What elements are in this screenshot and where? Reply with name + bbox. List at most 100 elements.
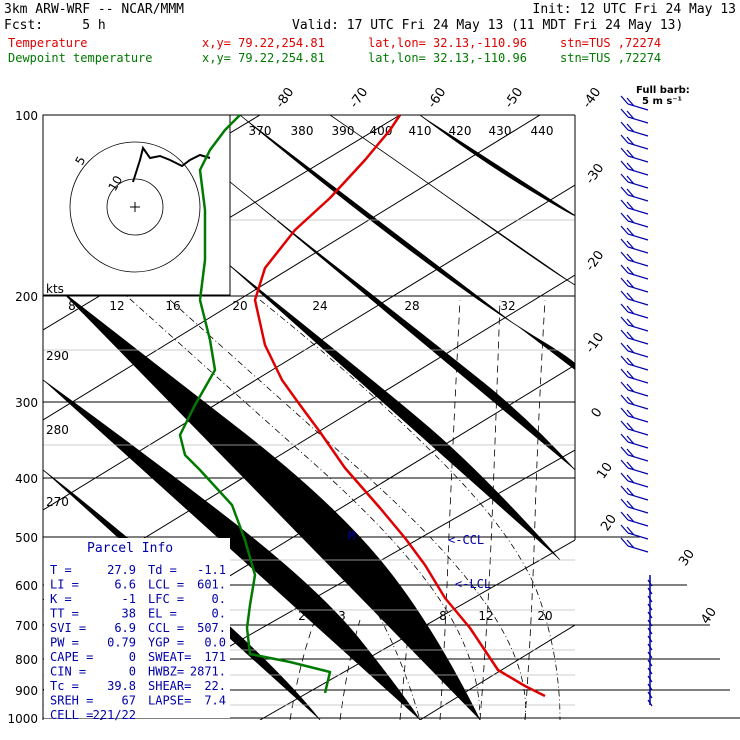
pressure-tick-label: 800 <box>15 653 38 667</box>
isotherm-label: -70 <box>347 85 371 111</box>
wind-barbs <box>620 95 653 707</box>
mixing-ratio-label: 5 <box>391 609 399 623</box>
valid-time: Valid: 17 UTC Fri 24 May 13 (11 MDT Fri … <box>292 18 684 33</box>
parcel-row-value2: -1.1 <box>197 563 226 577</box>
pressure-tick-label: 400 <box>15 472 38 486</box>
parcel-row-label2: SHEAR= <box>148 679 191 693</box>
parcel-row-value2: 0.0 <box>204 636 226 650</box>
parcel-row-value2: 0. <box>212 607 226 621</box>
wind-barb <box>627 324 649 332</box>
hodo-speed-label: 12 <box>109 299 124 313</box>
legend-dewpoint-name: Dewpoint temperature <box>8 51 153 65</box>
parcel-row-value: 0.79 <box>107 636 136 650</box>
legend-dewpoint-stn: stn=TUS ,72274 <box>560 51 662 65</box>
dry-adiabat-label: 290 <box>46 349 69 363</box>
theta-label: 380 <box>291 124 314 138</box>
parcel-row-label2: LCL = <box>148 578 184 592</box>
theta-label: 370 <box>249 124 272 138</box>
wind-barb <box>627 116 649 124</box>
legend-dewpoint-latlon: lat,lon= 32.13,-110.96 <box>368 51 527 65</box>
parcel-row-label: TT = <box>50 607 79 621</box>
theta-label: 420 <box>449 124 472 138</box>
parcel-info-box: Parcel Info T = 27.9 Td = -1.1 LI = 6.6 LCL = 6… <box>44 538 230 722</box>
wind-barb <box>627 207 649 215</box>
pressure-tick-label: 300 <box>15 396 38 410</box>
wind-barb <box>627 363 649 371</box>
isotherm-label: 10 <box>594 460 616 482</box>
parcel-row-value2: 171 <box>204 650 226 664</box>
wind-barb <box>627 480 649 488</box>
mixing-ratio-label: 20 <box>537 609 552 623</box>
parcel-row-label2: YGP = <box>148 636 184 650</box>
dry-adiabat-label: 280 <box>46 423 69 437</box>
parcel-row-label: CAPE = <box>50 650 93 664</box>
parcel-row-label2: EL = <box>148 607 177 621</box>
parcel-row-value2: 0. <box>212 592 226 606</box>
hodo-speed-label: 24 <box>312 299 327 313</box>
wind-barb <box>627 389 649 397</box>
legend-dewpoint-xy: x,y= 79.22,254.81 <box>202 51 325 65</box>
theta-label: 430 <box>489 124 512 138</box>
init-time: Init: 12 UTC Fri 24 May 13 <box>532 2 737 17</box>
parcel-row-label: SREH = <box>50 694 93 708</box>
hodo-kts-label: kts <box>46 282 64 296</box>
parcel-row-value2: 601. <box>197 578 226 592</box>
wind-barb <box>627 493 649 501</box>
sounding-series <box>178 114 546 698</box>
wind-barb <box>627 285 649 293</box>
parcel-row-value: 0 <box>129 665 136 679</box>
parcel-row-value: 39.8 <box>107 679 136 693</box>
parcel-row-value: 6.6 <box>114 578 136 592</box>
legend-temperature-xy: x,y= 79.22,254.81 <box>202 36 325 50</box>
isotherm-label: 0 <box>589 405 606 420</box>
barb-label-line2: 5 m s⁻¹ <box>642 96 682 107</box>
wind-barb <box>627 142 649 150</box>
mixing-ratio-label: 3 <box>338 609 346 623</box>
hodo-speed-label: 20 <box>232 299 247 313</box>
parcel-row-value: 67 <box>122 694 136 708</box>
wind-barb <box>627 155 649 163</box>
parcel-row-label: Tc = <box>50 679 79 693</box>
wind-barb <box>627 129 649 137</box>
wind-barb <box>627 233 649 241</box>
model-title: 3km ARW-WRF -- NCAR/MMM <box>4 2 185 17</box>
wind-barb <box>627 103 649 111</box>
hodograph: 5 10 kts <box>42 114 231 296</box>
wind-barb <box>627 181 649 189</box>
parcel-row-value2: 7.4 <box>204 694 226 708</box>
mixing-ratio-label: 12 <box>478 609 493 623</box>
isotherm-label: -60 <box>425 85 449 111</box>
pressure-tick-label: 200 <box>15 290 38 304</box>
dewpoint-line <box>178 114 332 694</box>
theta-label: 390 <box>332 124 355 138</box>
wind-barb <box>627 545 649 553</box>
parcel-row-label: SVI = <box>50 621 86 635</box>
parcel-row-label2: SWEAT= <box>148 650 191 664</box>
wind-barb <box>627 441 649 449</box>
parcel-row-label2: LFC = <box>148 592 184 606</box>
parcel-row-value2: 507. <box>197 621 226 635</box>
wind-barb <box>627 376 649 384</box>
wind-barb <box>627 506 649 514</box>
legend-temperature-latlon: lat,lon= 32.13,-110.96 <box>368 36 527 50</box>
isotherm-label: -50 <box>502 85 526 111</box>
isotherm-label: 40 <box>698 605 720 627</box>
parcel-row-label: CELL = <box>50 708 93 722</box>
parcel-row-label: LI = <box>50 578 79 592</box>
parcel-row-value2: 22. <box>204 679 226 693</box>
isotherm-label: -20 <box>583 248 607 274</box>
theta-label: 410 <box>409 124 432 138</box>
pressure-tick-label: 600 <box>15 579 38 593</box>
lcl-annotation: <-LCL <box>455 577 491 591</box>
wind-barb <box>627 519 649 527</box>
isotherm-label: 20 <box>598 512 620 534</box>
theta-label: 440 <box>531 124 554 138</box>
pressure-tick-label: 500 <box>15 531 38 545</box>
parcel-row-label2: HWBZ= <box>148 665 184 679</box>
parcel-row-label: T = <box>50 563 72 577</box>
parcel-row-value: 221/22 <box>93 708 136 722</box>
parcel-row-value: 27.9 <box>107 563 136 577</box>
hodograph-trace <box>132 145 211 183</box>
legend-temperature-name: Temperature <box>8 36 88 50</box>
wind-barb <box>627 532 649 540</box>
